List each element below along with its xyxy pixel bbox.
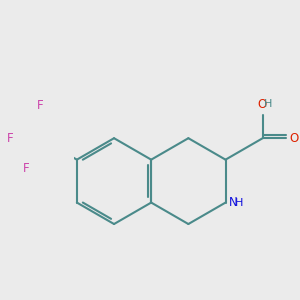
- Text: O: O: [257, 98, 266, 111]
- Text: N: N: [229, 196, 238, 209]
- Text: F: F: [22, 162, 29, 175]
- Text: F: F: [36, 99, 43, 112]
- Text: H: H: [235, 198, 243, 208]
- Text: O: O: [289, 132, 298, 145]
- Text: H: H: [264, 99, 272, 110]
- Text: F: F: [7, 132, 13, 145]
